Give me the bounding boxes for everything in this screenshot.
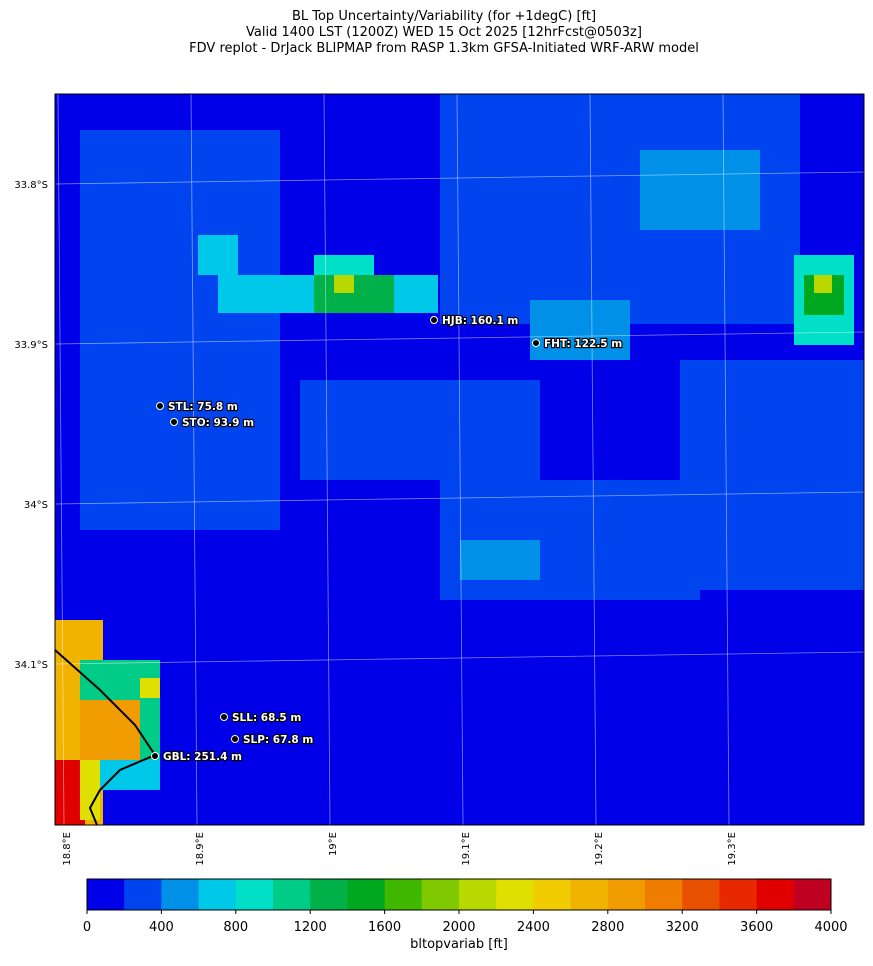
- map: [54, 93, 865, 826]
- station-marker: [220, 713, 228, 721]
- colorbar-segment: [124, 879, 162, 910]
- colorbar-label: bltopvariab [ft]: [410, 937, 508, 952]
- lon-label: 19.3°E: [727, 832, 738, 866]
- colorbar-segment: [496, 879, 534, 910]
- lon-label: 18.9°E: [195, 832, 206, 866]
- colorbar-tick-label: 4000: [814, 920, 847, 935]
- lon-label: 19.2°E: [594, 832, 605, 866]
- station-label: HJB: 160.1 m: [442, 315, 518, 327]
- colorbar-segment: [459, 879, 497, 910]
- colorbar-segment: [719, 879, 758, 910]
- title-line: FDV replot - DrJack BLIPMAP from RASP 1.…: [189, 41, 699, 56]
- colorbar-tick-label: 1200: [294, 920, 327, 935]
- title-line: Valid 1400 LST (1200Z) WED 15 Oct 2025 […: [246, 25, 642, 40]
- colorbar-tick-label: 400: [149, 920, 174, 935]
- colorbar-tick-label: 2800: [591, 920, 624, 935]
- colorbar-tick-label: 2000: [442, 920, 475, 935]
- station-label: STL: 75.8 m: [168, 401, 238, 413]
- station-marker: [532, 339, 540, 347]
- lat-label: 34.1°S: [14, 660, 48, 671]
- colorbar-segment: [756, 879, 795, 910]
- colorbar-segment: [645, 879, 683, 910]
- colorbar-segment: [421, 879, 460, 910]
- station-label: SLL: 68.5 m: [232, 712, 301, 724]
- colorbar-tick-label: 3600: [740, 920, 773, 935]
- station-label: SLP: 67.8 m: [243, 734, 313, 746]
- station-marker: [156, 402, 164, 410]
- lon-label: 18.8°E: [62, 832, 73, 866]
- colorbar-segment: [682, 879, 720, 910]
- station-marker: [170, 418, 178, 426]
- colorbar-segment: [793, 879, 832, 910]
- colorbar-segment: [198, 879, 237, 910]
- colorbar-segment: [273, 879, 311, 910]
- colorbar-segment: [384, 879, 423, 910]
- lon-label: 19.1°E: [461, 832, 472, 866]
- station-marker: [430, 316, 438, 324]
- station-label: GBL: 251.4 m: [163, 751, 242, 763]
- colorbar-segment: [533, 879, 572, 910]
- title-line: BL Top Uncertainty/Variability (for +1de…: [292, 9, 596, 24]
- station-marker: [151, 752, 159, 760]
- colorbar-segment: [607, 879, 646, 910]
- coastline: [54, 649, 157, 826]
- colorbar-segment: [570, 879, 609, 910]
- station-label: STO: 93.9 m: [182, 417, 254, 429]
- colorbar-segment: [161, 879, 200, 910]
- station-label: FHT: 122.5 m: [544, 338, 622, 350]
- station-marker: [231, 735, 239, 743]
- lon-label: 19°E: [328, 832, 339, 856]
- colorbar-tick-label: 2400: [517, 920, 550, 935]
- lat-label: 33.9°S: [14, 340, 48, 351]
- lat-label: 34°S: [24, 500, 48, 511]
- colorbar-tick-label: 800: [223, 920, 248, 935]
- colorbar-tick-label: 0: [83, 920, 91, 935]
- graticule: [54, 93, 865, 826]
- colorbar-tick-label: 1600: [368, 920, 401, 935]
- field-patches: [55, 94, 864, 825]
- colorbar-segment: [235, 879, 274, 910]
- map-frame: [54, 93, 865, 826]
- colorbar-segment: [310, 879, 348, 910]
- colorbar-tick-label: 3200: [666, 920, 699, 935]
- lat-label: 33.8°S: [14, 180, 48, 191]
- colorbar-segment: [87, 879, 125, 910]
- colorbar-segment: [347, 879, 386, 910]
